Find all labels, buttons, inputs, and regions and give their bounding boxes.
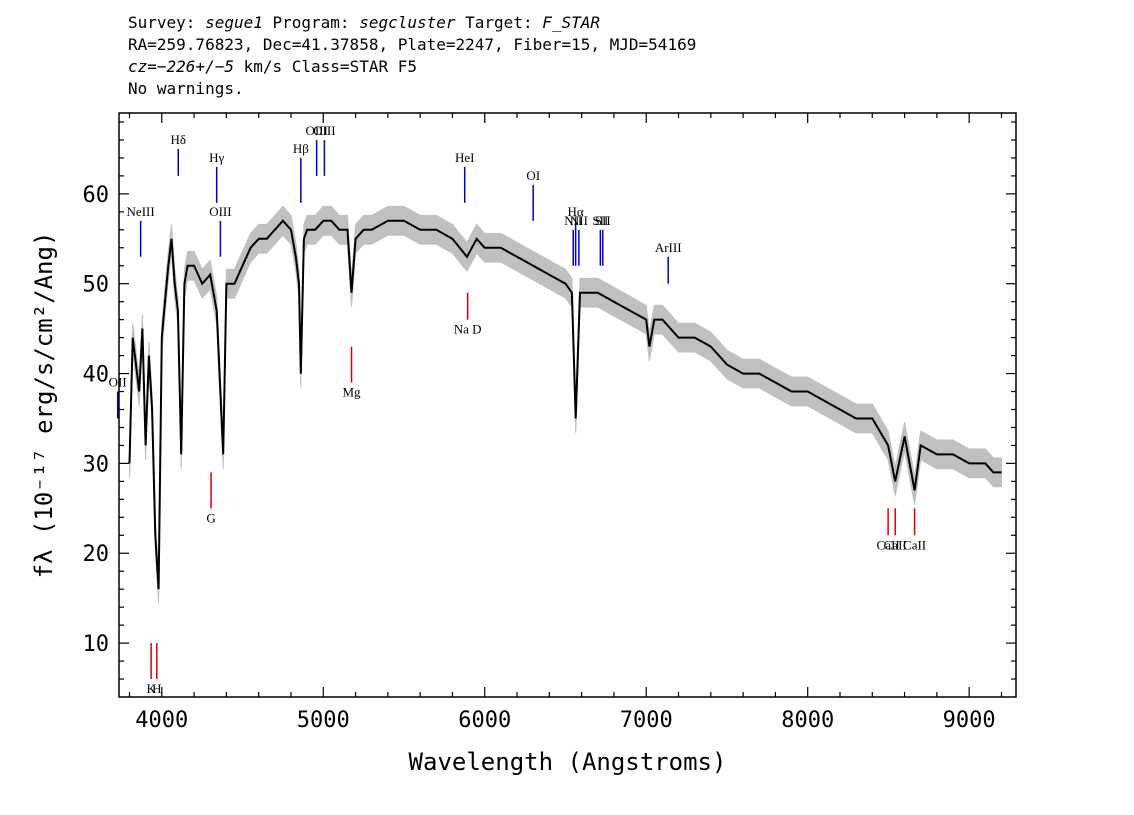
header-segment: Program:	[263, 13, 359, 32]
header-line2: RA=259.76823, Dec=41.37858, Plate=2247, …	[128, 35, 696, 54]
spectrum-series	[128, 219, 1002, 590]
absorption-line-label: Mg	[342, 385, 361, 400]
plot-frame	[118, 112, 1017, 698]
emission-line-label: NII	[570, 213, 588, 228]
emission-line-label: SII	[592, 213, 608, 228]
emission-line-label: NeIII	[127, 204, 155, 219]
y-tick-label: 30	[83, 452, 110, 477]
header-line3: cz=−226+/−5 km/s Class=STAR F5	[128, 57, 417, 76]
x-tick-label: 7000	[620, 708, 673, 733]
header-segment: No warnings.	[128, 79, 244, 98]
emission-line-label: OIII	[305, 123, 327, 138]
header-segment: Survey:	[128, 13, 205, 32]
header-segment: −226+/−5	[157, 57, 234, 76]
absorption-line-label: K	[146, 681, 156, 696]
emission-line-label: NII	[564, 213, 582, 228]
header-segment: cz=	[128, 57, 157, 76]
emission-line-label: Hδ	[171, 132, 187, 147]
emission-line-label: Hβ	[293, 141, 309, 156]
emission-line-label: HeI	[455, 150, 475, 165]
emission-line-label: OI	[526, 168, 540, 183]
header-segment: segcluster	[359, 13, 456, 32]
emission-line-label: OIII	[313, 123, 335, 138]
y-axis-title: fλ (10⁻¹⁷ erg/s/cm²/Ang)	[30, 232, 58, 579]
emission-line-label: OIII	[209, 204, 231, 219]
absorption-line-label: CaII	[877, 537, 900, 552]
noise-band	[129, 205, 1002, 604]
x-tick-label: 4000	[135, 708, 188, 733]
header-segment: segue1	[205, 13, 263, 32]
absorption-line-label: H	[152, 681, 161, 696]
absorption-line-label: CaII	[884, 537, 907, 552]
header-block: Survey: segue1 Program: segcluster Targe…	[128, 13, 696, 98]
header-segment: Target:	[456, 13, 543, 32]
header-segment: RA=259.76823, Dec=41.37858, Plate=2247, …	[128, 35, 696, 54]
header-line4: No warnings.	[128, 79, 244, 98]
axes: 4000 5000 6000 7000 8000 9000 10 20 30 40 50 60 Wave…	[30, 113, 1016, 776]
absorption-line-label: CaII	[903, 537, 926, 552]
emission-line-label: Hα	[568, 204, 584, 219]
x-tick-label: 9000	[943, 708, 996, 733]
x-axis-title: Wavelength (Angstroms)	[409, 748, 727, 776]
emission-line-label: OII	[109, 375, 127, 390]
spectrum-line	[128, 219, 1002, 590]
y-tick-label: 40	[83, 363, 110, 388]
y-tick-label: 50	[83, 273, 110, 298]
y-tick-label: 10	[83, 632, 110, 657]
x-tick-label: 5000	[297, 708, 350, 733]
header-segment: F_STAR	[542, 13, 600, 32]
absorption-line-label: Na D	[454, 322, 482, 337]
absorption-line-label: G	[206, 510, 215, 525]
y-tick-label: 60	[83, 183, 110, 208]
emission-line-label: ArIII	[655, 240, 682, 255]
x-tick-label: 8000	[781, 708, 834, 733]
header-line1: Survey: segue1 Program: segcluster Targe…	[128, 13, 600, 32]
header-segment: km/s Class=STAR F5	[234, 57, 417, 76]
emission-line-label: SII	[595, 213, 611, 228]
noise-envelope	[129, 205, 1002, 604]
x-tick-label: 6000	[458, 708, 511, 733]
emission-line-label: Hγ	[209, 150, 224, 165]
y-tick-label: 20	[83, 542, 110, 567]
